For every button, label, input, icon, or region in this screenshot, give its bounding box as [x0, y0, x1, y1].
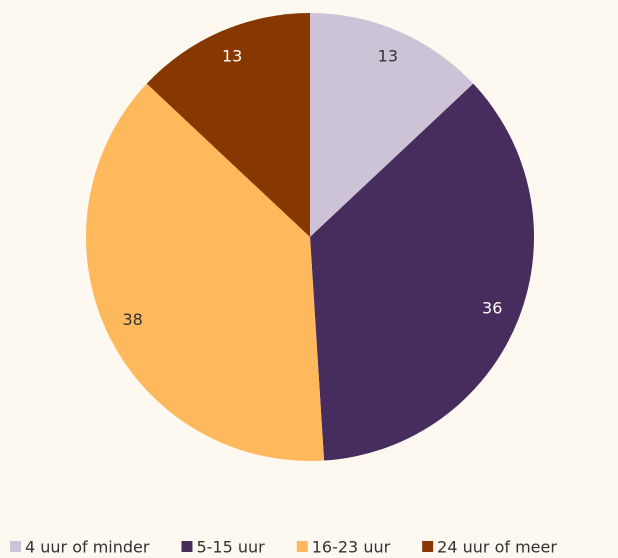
data-label: 13: [378, 47, 398, 66]
data-label: 36: [482, 299, 502, 318]
data-label: 13: [222, 47, 242, 66]
legend-swatch: [422, 541, 434, 552]
legend-label: 5-15 uur: [196, 538, 265, 557]
data-label: 38: [122, 310, 142, 329]
legend-swatch: [181, 541, 193, 552]
pie-slice: [310, 13, 474, 237]
legend-label: 16-23 uur: [312, 538, 391, 557]
pie-slice: [146, 13, 310, 237]
legend-label: 4 uur of minder: [25, 538, 150, 557]
legend-swatch: [296, 541, 308, 552]
legend-label: 24 uur of meer: [437, 538, 557, 557]
pie-slice: [310, 83, 535, 461]
legend-swatch: [10, 541, 21, 552]
pie-slice: [86, 83, 325, 462]
